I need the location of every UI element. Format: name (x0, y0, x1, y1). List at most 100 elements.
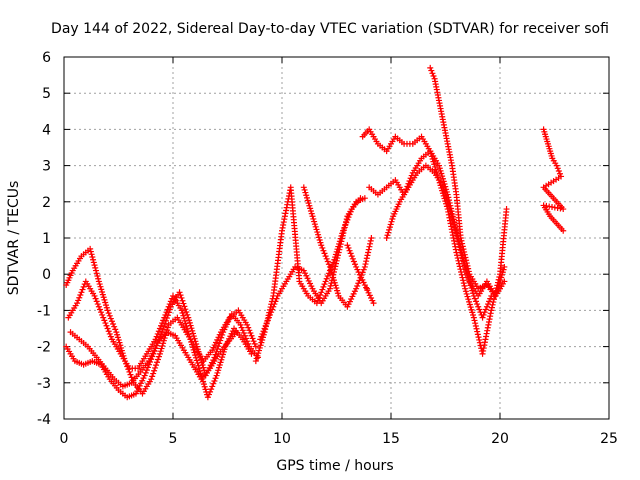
data-point (162, 320, 169, 327)
data-point (474, 301, 481, 308)
data-point (315, 231, 322, 238)
data-point (238, 324, 245, 331)
data-point (386, 224, 393, 231)
data-point (215, 364, 222, 371)
data-point (89, 254, 96, 261)
data-point (253, 355, 260, 362)
data-point (245, 324, 252, 331)
data-point (494, 287, 501, 294)
data-point (118, 347, 125, 354)
data-point (215, 343, 222, 350)
data-point (160, 340, 167, 347)
data-point (257, 336, 264, 343)
data-point (471, 295, 478, 302)
data-point (209, 383, 216, 390)
data-point (197, 354, 204, 361)
data-point (430, 158, 437, 165)
data-point (248, 332, 255, 339)
data-point (439, 175, 446, 182)
data-point (451, 224, 458, 231)
data-point (352, 261, 359, 268)
data-point (303, 194, 310, 201)
data-point (450, 218, 457, 225)
data-point (486, 298, 493, 305)
data-point (361, 263, 368, 270)
data-point (447, 208, 454, 215)
data-point (328, 269, 335, 276)
data-point (76, 294, 83, 301)
data-point (215, 367, 222, 374)
data-point (324, 258, 331, 265)
data-point (456, 263, 463, 270)
data-point (498, 271, 505, 278)
data-point (349, 255, 356, 262)
data-point (503, 206, 510, 213)
data-point (456, 260, 463, 267)
data-point (488, 307, 495, 314)
data-point (492, 292, 499, 299)
data-point (256, 344, 263, 351)
data-point (471, 317, 478, 324)
data-point (479, 314, 486, 321)
data-point (329, 271, 336, 278)
data-point (345, 244, 352, 251)
data-point (443, 194, 450, 201)
data-point (92, 267, 99, 274)
data-point (258, 339, 265, 346)
data-point (93, 270, 100, 277)
data-point (495, 285, 502, 292)
data-point (193, 357, 200, 364)
y-tick-label: 5 (42, 86, 51, 102)
data-point (387, 221, 394, 228)
data-point (249, 335, 256, 342)
data-point (317, 239, 324, 246)
data-point (445, 200, 452, 207)
data-point (267, 311, 274, 318)
y-axis-label: SDTVAR / TECUs (6, 181, 22, 296)
data-point (95, 303, 102, 310)
data-point (184, 325, 191, 332)
data-point (320, 283, 327, 290)
data-point (196, 365, 203, 372)
data-point (325, 261, 332, 268)
data-point (431, 161, 438, 168)
data-point (356, 277, 363, 284)
data-point (360, 266, 367, 273)
data-point (367, 237, 374, 244)
data-point (458, 237, 465, 244)
data-point (496, 279, 503, 286)
data-point (246, 327, 253, 334)
data-point (97, 283, 104, 290)
data-point (430, 73, 437, 80)
data-point (354, 282, 361, 289)
data-point (243, 335, 250, 342)
data-point (364, 252, 371, 259)
data-point (435, 162, 442, 169)
data-point (321, 250, 328, 257)
data-point (93, 298, 100, 305)
data-point (440, 178, 447, 185)
x-tick-label: 0 (60, 431, 69, 447)
data-point (195, 362, 202, 369)
data-point (469, 309, 476, 316)
data-point (241, 332, 248, 339)
data-point (100, 294, 107, 301)
data-point (467, 304, 474, 311)
data-point (94, 301, 101, 308)
data-point (96, 306, 103, 313)
data-point (554, 165, 561, 172)
data-point (178, 294, 185, 301)
data-point (311, 218, 318, 225)
data-point (330, 274, 337, 281)
data-point (158, 322, 165, 329)
y-tick-label: -4 (37, 412, 51, 428)
data-point (98, 309, 105, 316)
data-point (102, 320, 109, 327)
data-point (78, 289, 85, 296)
data-point (493, 290, 500, 297)
data-point (207, 388, 214, 395)
data-point (101, 317, 108, 324)
data-point (178, 307, 185, 314)
data-point (489, 301, 496, 308)
y-tick-label: 1 (42, 231, 51, 247)
